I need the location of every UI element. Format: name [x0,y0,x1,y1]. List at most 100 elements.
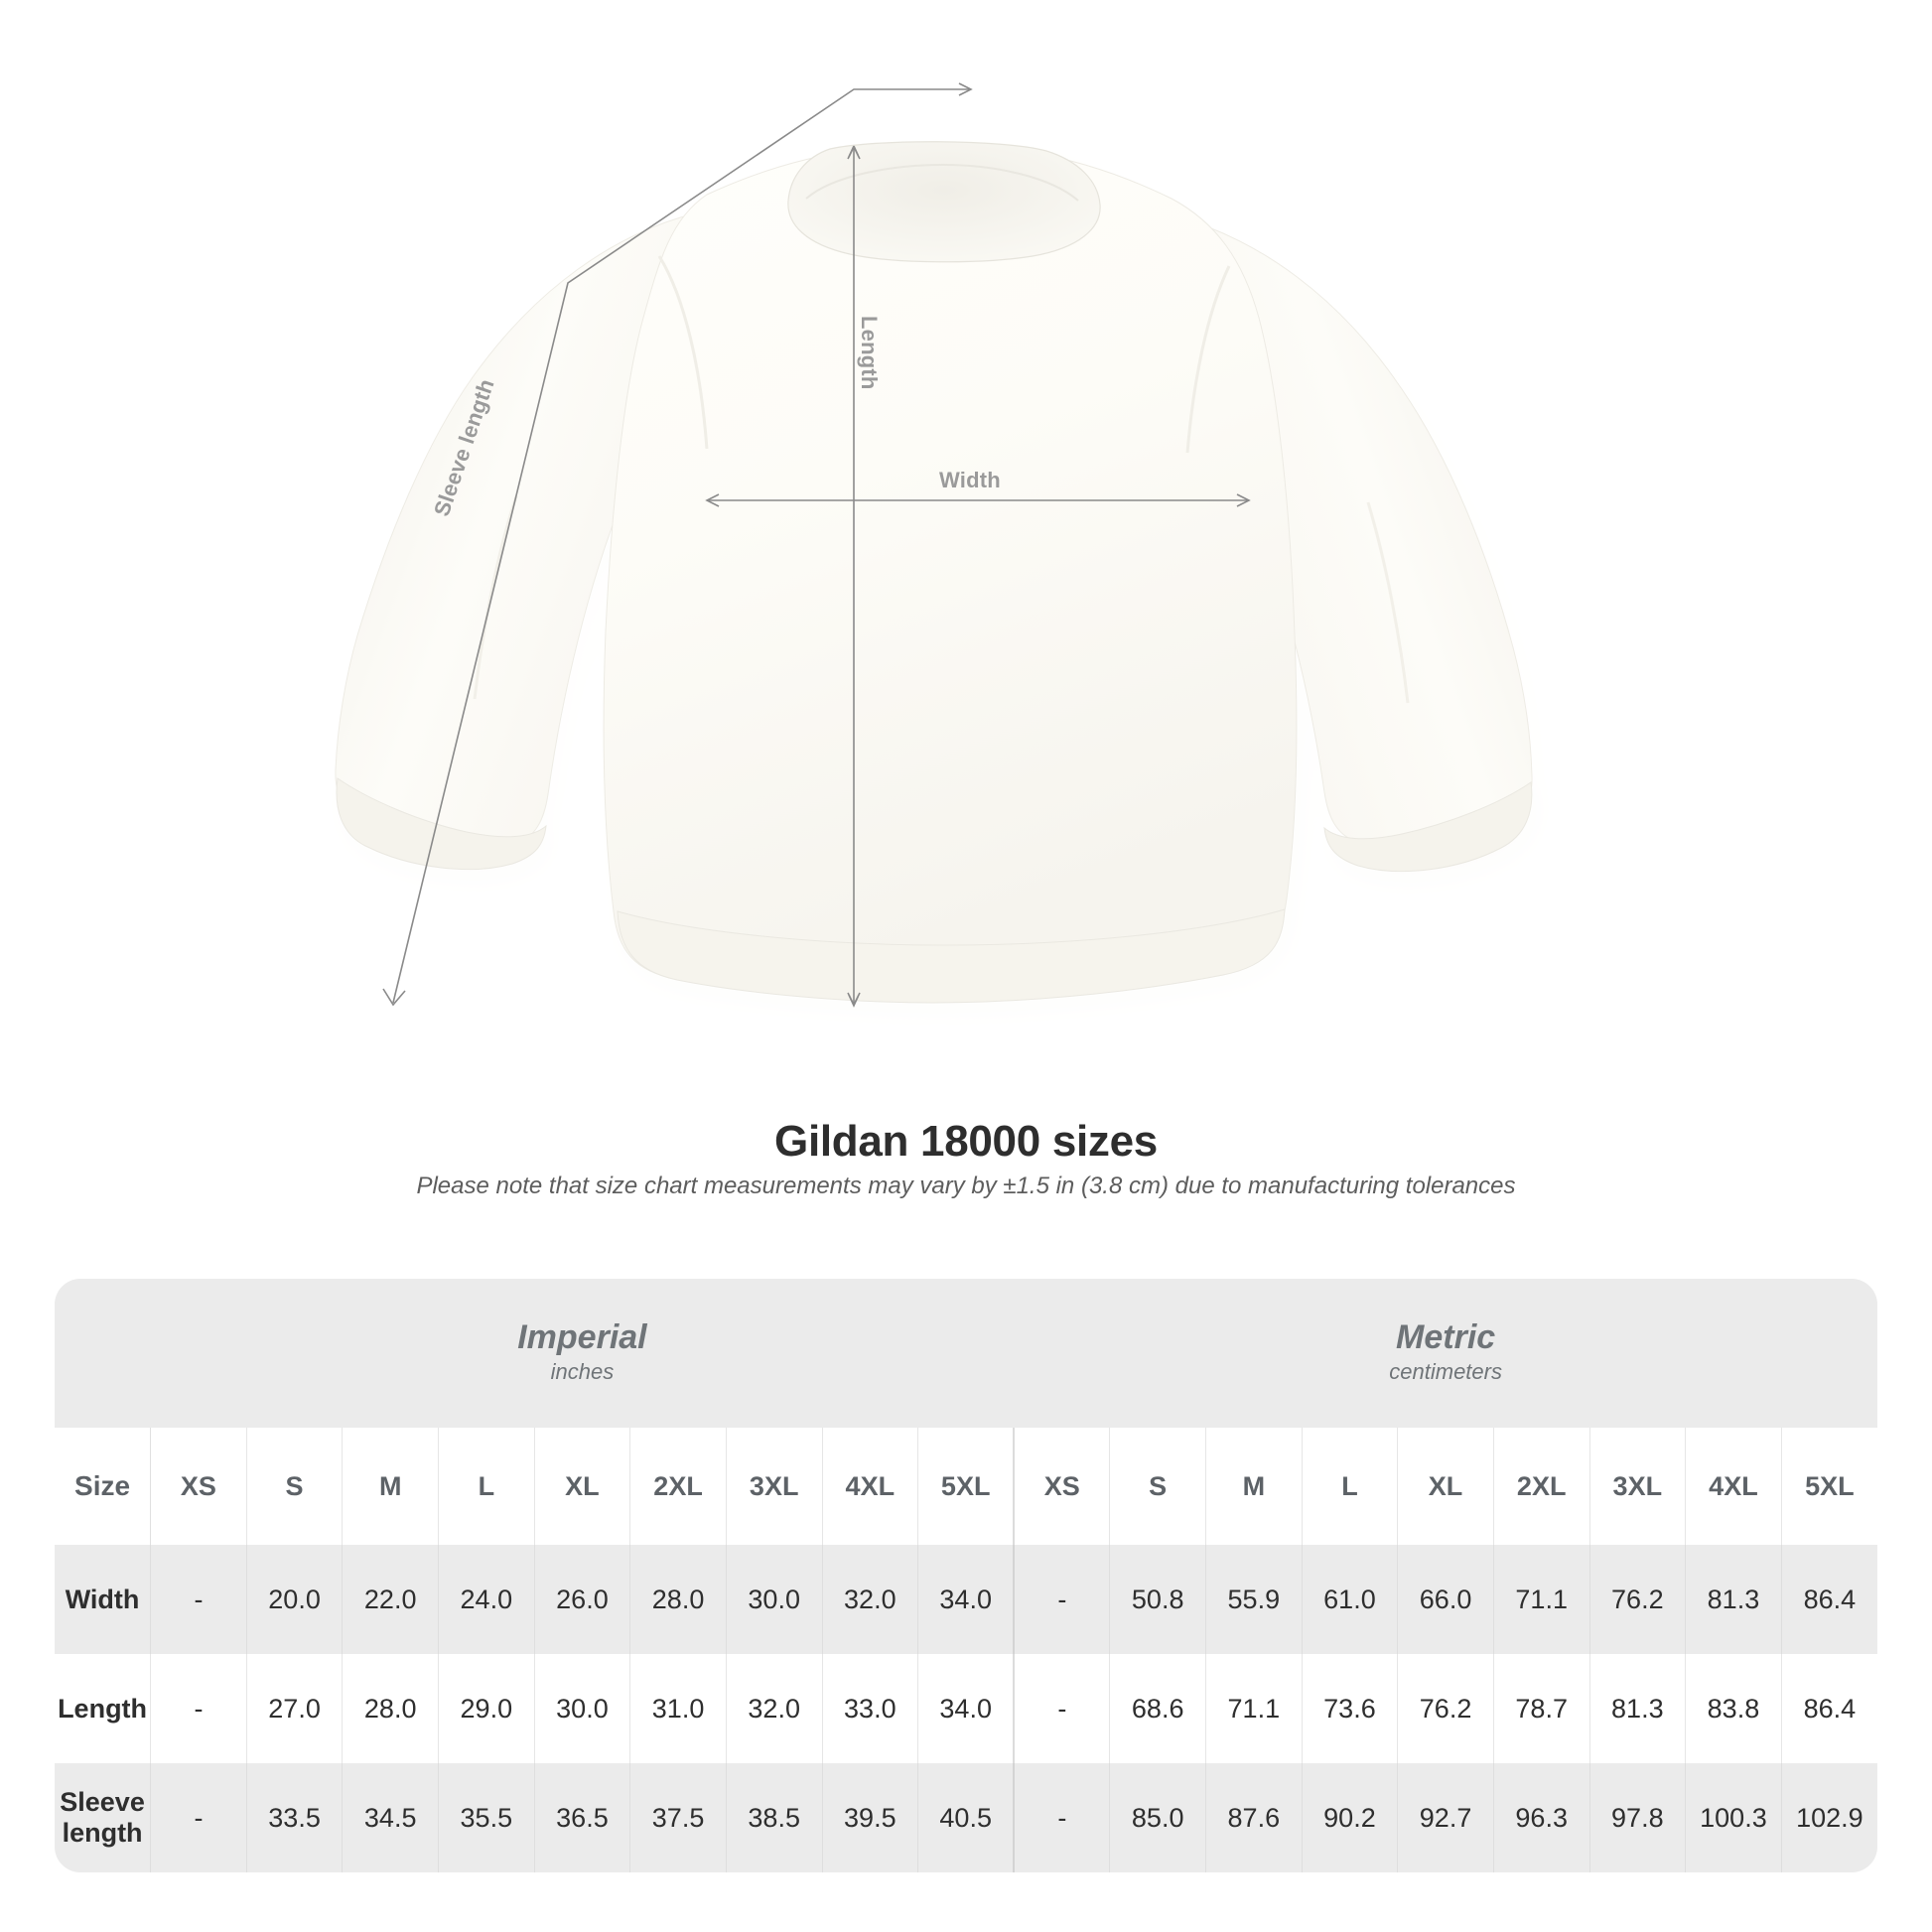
unit-group-metric-name: Metric [1396,1318,1496,1357]
cell-width-met-4: 66.0 [1397,1545,1494,1654]
cell-length-imp-5: 31.0 [629,1654,727,1763]
cell-sleeve-met-6: 97.8 [1589,1763,1687,1872]
cell-sleeve-met-0: - [1014,1763,1111,1872]
cell-length-imp-0: - [150,1654,247,1763]
cell-width-imp-6: 30.0 [726,1545,823,1654]
cell-length-imp-3: 29.0 [438,1654,535,1763]
cell-sleeve-imp-1: 33.5 [246,1763,344,1872]
cell-sleeve-met-5: 96.3 [1493,1763,1590,1872]
cell-length-imp-7: 33.0 [822,1654,919,1763]
cell-width-met-1: 50.8 [1109,1545,1206,1654]
size-col-imp-1: S [246,1428,344,1545]
cell-length-met-3: 73.6 [1302,1654,1399,1763]
cell-width-imp-3: 24.0 [438,1545,535,1654]
cell-length-met-0: - [1014,1654,1111,1763]
cell-width-imp-1: 20.0 [246,1545,344,1654]
sleeve-length-dimension-guide [382,82,973,1007]
heading-block: Gildan 18000 sizes Please note that size… [0,1117,1932,1200]
cell-sleeve-imp-7: 39.5 [822,1763,919,1872]
length-dimension-guide [847,145,861,1005]
cell-width-met-0: - [1014,1545,1111,1654]
size-col-imp-7: 4XL [822,1428,919,1545]
cell-length-met-2: 71.1 [1205,1654,1303,1763]
unit-group-metric: Metric centimeters [1014,1279,1877,1428]
cell-width-imp-4: 26.0 [534,1545,631,1654]
cell-length-imp-8: 34.0 [917,1654,1016,1763]
width-dimension-guide [705,493,1251,507]
cell-sleeve-met-2: 87.6 [1205,1763,1303,1872]
garment-illustration: Length Width Sleeve length [335,82,1533,1112]
row-label-width: Width [55,1545,152,1654]
length-label: Length [857,316,882,390]
unit-header-spacer [55,1279,151,1428]
size-col-imp-0: XS [150,1428,247,1545]
cell-length-met-4: 76.2 [1397,1654,1494,1763]
cell-sleeve-imp-0: - [150,1763,247,1872]
size-col-imp-2: M [342,1428,439,1545]
cell-sleeve-imp-3: 35.5 [438,1763,535,1872]
cell-sleeve-met-3: 90.2 [1302,1763,1399,1872]
cell-width-met-6: 76.2 [1589,1545,1687,1654]
cell-width-met-5: 71.1 [1493,1545,1590,1654]
size-col-imp-5: 2XL [629,1428,727,1545]
sweatshirt-diagram [335,82,1533,1112]
size-chart-table-wrapper: Imperial inches Metric centimeters Size … [55,1279,1877,1872]
size-col-met-8: 5XL [1781,1428,1877,1545]
cell-sleeve-met-7: 100.3 [1685,1763,1782,1872]
table-row-sleeve-length: Sleeve length - 33.5 34.5 35.5 36.5 37.5… [55,1763,1877,1872]
size-col-imp-4: XL [534,1428,631,1545]
size-col-met-2: M [1205,1428,1303,1545]
size-corner-label: Size [55,1428,152,1545]
size-header-row: Size XS S M L XL 2XL 3XL 4XL 5XL XS S M … [55,1428,1877,1545]
cell-sleeve-imp-8: 40.5 [917,1763,1016,1872]
unit-header-row: Imperial inches Metric centimeters [55,1279,1877,1428]
tolerance-note: Please note that size chart measurements… [416,1173,1516,1199]
cell-length-met-1: 68.6 [1109,1654,1206,1763]
cell-width-imp-8: 34.0 [917,1545,1016,1654]
cell-width-met-2: 55.9 [1205,1545,1303,1654]
cell-length-imp-1: 27.0 [246,1654,344,1763]
size-col-met-0: XS [1014,1428,1111,1545]
cell-length-met-5: 78.7 [1493,1654,1590,1763]
cell-sleeve-imp-5: 37.5 [629,1763,727,1872]
cell-length-imp-6: 32.0 [726,1654,823,1763]
width-label: Width [939,468,1001,492]
cell-width-met-8: 86.4 [1781,1545,1877,1654]
garment-shape [335,141,1533,1004]
size-col-imp-8: 5XL [917,1428,1016,1545]
cell-sleeve-met-8: 102.9 [1781,1763,1877,1872]
cell-width-imp-0: - [150,1545,247,1654]
cell-length-imp-2: 28.0 [342,1654,439,1763]
size-chart-table: Imperial inches Metric centimeters Size … [55,1279,1877,1872]
size-col-met-4: XL [1397,1428,1494,1545]
cell-sleeve-imp-2: 34.5 [342,1763,439,1872]
unit-group-imperial-sub: inches [550,1359,615,1385]
cell-length-imp-4: 30.0 [534,1654,631,1763]
cell-sleeve-met-4: 92.7 [1397,1763,1494,1872]
size-col-met-7: 4XL [1685,1428,1782,1545]
cell-width-imp-7: 32.0 [822,1545,919,1654]
table-row-width: Width - 20.0 22.0 24.0 26.0 28.0 30.0 32… [55,1545,1877,1654]
cell-width-met-3: 61.0 [1302,1545,1399,1654]
cell-width-met-7: 81.3 [1685,1545,1782,1654]
cell-width-imp-5: 28.0 [629,1545,727,1654]
unit-group-metric-sub: centimeters [1389,1359,1502,1385]
row-label-sleeve-length: Sleeve length [55,1763,152,1872]
cell-sleeve-imp-6: 38.5 [726,1763,823,1872]
table-row-length: Length - 27.0 28.0 29.0 30.0 31.0 32.0 3… [55,1654,1877,1763]
size-col-met-5: 2XL [1493,1428,1590,1545]
size-col-imp-6: 3XL [726,1428,823,1545]
size-col-met-6: 3XL [1589,1428,1687,1545]
size-col-imp-3: L [438,1428,535,1545]
unit-group-imperial: Imperial inches [150,1279,1015,1428]
unit-group-imperial-name: Imperial [517,1318,647,1357]
size-col-met-3: L [1302,1428,1399,1545]
cell-length-met-6: 81.3 [1589,1654,1687,1763]
page-title: Gildan 18000 sizes [774,1117,1158,1166]
row-label-length: Length [55,1654,152,1763]
cell-length-met-7: 83.8 [1685,1654,1782,1763]
cell-sleeve-met-1: 85.0 [1109,1763,1206,1872]
cell-width-imp-2: 22.0 [342,1545,439,1654]
cell-length-met-8: 86.4 [1781,1654,1877,1763]
size-col-met-1: S [1109,1428,1206,1545]
